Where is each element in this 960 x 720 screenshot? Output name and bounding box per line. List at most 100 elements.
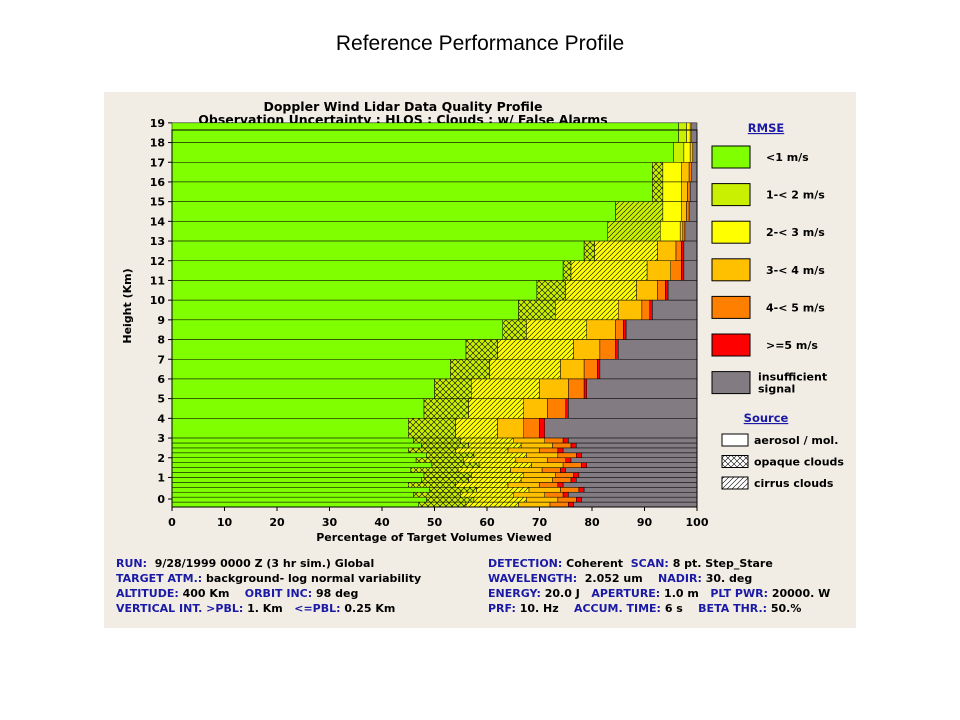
bar-fine-8-seg-4 bbox=[562, 462, 582, 468]
bar-fine-row-10 bbox=[171, 452, 698, 459]
bar-fine-2-hatch-1 bbox=[413, 492, 461, 498]
bar-fine-9-seg-6 bbox=[570, 457, 698, 463]
bar-17-hatch-1 bbox=[652, 162, 663, 182]
bar-fine-7-seg-4 bbox=[541, 467, 561, 473]
bar-fine-9-seg-5 bbox=[565, 457, 572, 463]
bar-fine-2-seg-0 bbox=[171, 491, 414, 498]
bar-fine-row-7 bbox=[171, 467, 698, 473]
bar-fine-3-seg-5 bbox=[578, 487, 585, 493]
bar-9-seg-5 bbox=[623, 319, 627, 340]
bar-row-10 bbox=[171, 299, 698, 321]
chart-title: Doppler Wind Lidar Data Quality Profile bbox=[263, 99, 542, 114]
bar-15-seg-0 bbox=[171, 201, 616, 222]
y-tick-label-15: 15 bbox=[150, 196, 165, 209]
bar-row-18 bbox=[171, 142, 698, 163]
bar-fine-1-seg-4 bbox=[557, 496, 577, 503]
bar-16-seg-0 bbox=[171, 181, 653, 202]
bar-19-seg-0 bbox=[171, 122, 679, 143]
y-tick-label-11: 11 bbox=[150, 274, 165, 287]
bar-7-seg-3 bbox=[560, 359, 585, 380]
bar-10-hatch-2 bbox=[555, 300, 619, 320]
bar-fine-4-seg-5 bbox=[557, 482, 564, 488]
bar-10-hatch-1 bbox=[518, 300, 556, 320]
legend-rmse-swatch-1 bbox=[711, 183, 751, 207]
bar-fine-11-seg-6 bbox=[562, 447, 698, 454]
legend-rmse-label-6-b: signal bbox=[758, 383, 795, 396]
bar-fine-11-hatch-1 bbox=[408, 447, 456, 453]
wavelength-value: 2.052 um bbox=[584, 572, 643, 585]
bar-10-seg-4 bbox=[641, 299, 650, 321]
bar-19-seg-1 bbox=[678, 122, 687, 143]
altitude-value: 400 Km bbox=[182, 587, 230, 600]
run-line: RUN: 9/28/1999 0000 Z (3 hr sim.) Global bbox=[116, 556, 421, 571]
bar-10-seg-0 bbox=[171, 299, 519, 321]
bar-5-seg-5 bbox=[565, 398, 569, 419]
legend-rmse-swatch-5 bbox=[711, 333, 751, 357]
bar-fine-7-seg-6 bbox=[565, 467, 698, 473]
bar-18-seg-3 bbox=[689, 142, 694, 163]
bar-fine-10-seg-4 bbox=[557, 452, 577, 459]
bar-fine-10-seg-3 bbox=[526, 452, 559, 459]
bar-fine-5-hatch-2 bbox=[468, 477, 522, 483]
bar-16-hatch-1 bbox=[652, 181, 663, 202]
bar-8-hatch-2 bbox=[497, 339, 574, 360]
altitude-line: ALTITUDE: 400 Km ORBIT INC: 98 deg bbox=[116, 586, 421, 601]
legend-rmse-label-0: <1 m/s bbox=[766, 151, 809, 164]
bar-14-seg-4 bbox=[682, 221, 686, 242]
bar-fine-3-seg-4 bbox=[560, 487, 580, 493]
bar-fine-8-seg-3 bbox=[531, 462, 564, 468]
bar-fine-4-seg-4 bbox=[539, 482, 559, 488]
bar-fine-7-hatch-2 bbox=[458, 467, 511, 473]
bar-fine-row-3 bbox=[171, 487, 698, 493]
legend-source-label-1: opaque clouds bbox=[754, 456, 844, 469]
bar-fine-5-seg-4 bbox=[552, 477, 572, 483]
bar-row-13 bbox=[171, 240, 698, 262]
altitude-key: ALTITUDE: bbox=[116, 587, 179, 600]
bar-11-hatch-1 bbox=[536, 280, 566, 301]
bar-fine-8-seg-5 bbox=[581, 462, 587, 468]
x-tick-label-10: 10 bbox=[217, 516, 233, 529]
scan-value: 8 pt. Step_Stare bbox=[672, 557, 773, 570]
bar-7-seg-5 bbox=[597, 359, 601, 380]
bar-15-hatch-1 bbox=[615, 201, 663, 222]
bar-fine-5-seg-6 bbox=[576, 477, 698, 483]
bar-fine-6-seg-6 bbox=[578, 472, 698, 478]
accum-time-value: 6 s bbox=[664, 602, 683, 615]
bar-7-seg-6 bbox=[599, 359, 698, 380]
slide-title: Reference Performance Profile bbox=[335, 32, 625, 55]
plt-pwr-value: 20000. W bbox=[771, 587, 831, 600]
bar-6-hatch-1 bbox=[434, 378, 472, 399]
bar-4-seg-5 bbox=[539, 418, 545, 439]
legend-rmse-swatch-6 bbox=[711, 371, 751, 395]
bar-fine-5-seg-0 bbox=[171, 477, 422, 483]
vertical-int-line: VERTICAL INT. >PBL: 1. Km <=PBL: 0.25 Km bbox=[116, 601, 421, 616]
bar-17-seg-3 bbox=[681, 162, 690, 183]
bar-fine-row-1 bbox=[171, 496, 698, 503]
bar-row-14 bbox=[171, 221, 698, 242]
y-tick-label-12: 12 bbox=[150, 255, 165, 268]
bar-4-seg-3 bbox=[497, 418, 524, 439]
bar-12-seg-4 bbox=[670, 260, 682, 281]
run-info-right: DETECTION: Coherent SCAN: 8 pt. Step_Sta… bbox=[488, 556, 856, 616]
bar-13-seg-0 bbox=[171, 240, 585, 262]
x-tick-label-40: 40 bbox=[374, 516, 390, 529]
target-atm-key: TARGET ATM.: bbox=[116, 572, 203, 585]
bar-fine-row-0 bbox=[171, 501, 698, 508]
aperture-key: APERTURE: bbox=[591, 587, 661, 600]
bar-fine-11-seg-3 bbox=[507, 447, 540, 454]
plt-pwr-key: PLT PWR: bbox=[710, 587, 768, 600]
bar-14-seg-3 bbox=[679, 221, 684, 242]
y-tick-label-3: 3 bbox=[157, 432, 165, 445]
bar-fine-12-seg-5 bbox=[570, 442, 577, 449]
bar-fine-7-seg-3 bbox=[510, 467, 543, 473]
bar-row-16 bbox=[171, 181, 698, 202]
bar-fine-6-hatch-2 bbox=[471, 472, 524, 478]
bar-fine-0-seg-0 bbox=[171, 501, 419, 508]
bar-fine-8-seg-6 bbox=[586, 462, 698, 468]
bar-fine-12-hatch-2 bbox=[468, 442, 522, 448]
bar-fine-5-hatch-1 bbox=[421, 477, 469, 483]
bar-fine-2-seg-6 bbox=[568, 491, 698, 498]
bar-fine-row-5 bbox=[171, 477, 698, 483]
bar-fine-row-2 bbox=[171, 491, 698, 498]
prf-value: 10. Hz bbox=[519, 602, 559, 615]
